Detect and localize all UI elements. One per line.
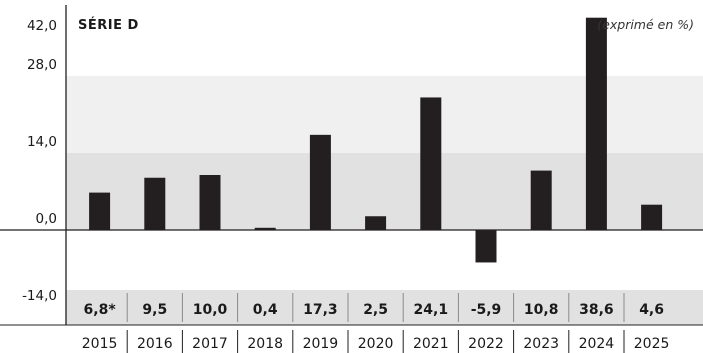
year-label-2018: 2018: [247, 336, 283, 352]
bars: [89, 17, 663, 263]
grid-lines: [0, 229, 703, 326]
value-labels: 6,8* 9,5 10,0 0,4 17,3 2,5 24,1 -5,9 10,8 38,6 4,6: [84, 302, 664, 318]
bar-2018: [254, 227, 276, 230]
unit-note: (exprimé en %): [597, 17, 694, 32]
year-label-2024: 2024: [579, 336, 615, 352]
bar-2021: [420, 97, 442, 230]
year-label-2019: 2019: [303, 336, 339, 352]
axes: [65, 5, 625, 353]
y-tick-labels: -14,0 0,0 14,0 28,0 42,0: [22, 18, 57, 304]
background-bands: [66, 40, 703, 307]
value-label-2017: 10,0: [193, 302, 228, 318]
value-label-2022: -5,9: [471, 302, 502, 318]
bar-2015: [89, 192, 111, 230]
band: [66, 40, 703, 76]
value-row-bg: [66, 290, 703, 325]
bar-2023: [530, 170, 552, 230]
year-label-2025: 2025: [634, 336, 670, 352]
value-label-2024: 38,6: [579, 302, 614, 318]
bar-2016: [144, 177, 166, 230]
y-tick-label: 0,0: [36, 211, 57, 227]
y-tick-label: 42,0: [27, 18, 57, 34]
y-tick-label: 14,0: [27, 134, 57, 150]
value-label-2016: 9,5: [142, 302, 167, 318]
y-tick-label: 28,0: [27, 57, 57, 73]
year-label-2023: 2023: [523, 336, 559, 352]
value-label-2020: 2,5: [363, 302, 388, 318]
bar-2025: [641, 204, 663, 230]
bar-2022: [475, 230, 497, 263]
x-tick-labels: 2015 2016 2017 2018 2019 2020 2021 2022 2023 2024…: [82, 336, 670, 352]
year-label-2016: 2016: [137, 336, 173, 352]
band: [66, 76, 703, 153]
year-label-2021: 2021: [413, 336, 449, 352]
value-label-2018: 0,4: [253, 302, 278, 318]
y-tick-label: -14,0: [22, 288, 57, 304]
bar-2024: [585, 17, 607, 231]
bar-2019: [309, 134, 331, 230]
value-label-2021: 24,1: [414, 302, 449, 318]
year-label-2015: 2015: [82, 336, 118, 352]
year-label-2022: 2022: [468, 336, 504, 352]
value-label-2023: 10,8: [524, 302, 559, 318]
value-label-2025: 4,6: [639, 302, 664, 318]
value-label-2019: 17,3: [303, 302, 338, 318]
year-label-2017: 2017: [192, 336, 228, 352]
year-label-2020: 2020: [358, 336, 394, 352]
chart-title: SÉRIE D: [78, 17, 139, 33]
bar-2017: [199, 175, 221, 230]
bar-2020: [365, 216, 387, 230]
value-label-2015: 6,8*: [84, 302, 117, 318]
value-row-background: [66, 290, 703, 325]
